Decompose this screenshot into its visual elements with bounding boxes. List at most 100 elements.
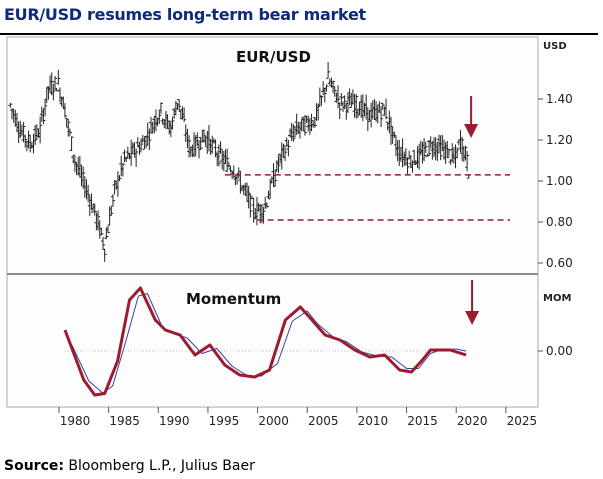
ohlc-bar	[177, 99, 182, 112]
x-tick-label: 2000	[258, 414, 289, 428]
ohlc-bar	[218, 141, 223, 154]
y-tick-label: 1.20	[546, 133, 573, 147]
y-tick-label: 0.00	[546, 344, 573, 358]
ohlc-bar	[225, 148, 230, 173]
ohlc-bar	[460, 136, 465, 162]
ohlc-bar	[423, 141, 428, 153]
ohlc-bar	[77, 156, 82, 178]
source-note: Source: Bloomberg L.P., Julius Baer	[4, 458, 255, 474]
momentum-axis-unit: MOM	[543, 293, 571, 304]
ohlc-bar	[336, 85, 341, 109]
y-tick-label: 0.60	[546, 256, 573, 270]
ohlc-bar	[228, 166, 233, 173]
ohlc-bar	[109, 205, 114, 216]
ohlc-bar	[134, 148, 139, 167]
x-tick-label: 1980	[60, 414, 91, 428]
plot-frame	[6, 36, 539, 408]
ohlc-bar	[216, 144, 221, 167]
ohlc-bar	[455, 147, 460, 159]
x-tick-label: 1985	[109, 414, 140, 428]
price-axis-unit: USD	[543, 41, 567, 52]
x-tick-label: 1995	[209, 414, 240, 428]
ohlc-bar	[8, 102, 13, 108]
x-tick-label: 2010	[358, 414, 389, 428]
price-panel-title: EUR/USD	[236, 48, 311, 66]
ohlc-bar	[86, 184, 91, 203]
ohlc-bar	[102, 248, 107, 262]
ohlc-bar	[139, 138, 144, 151]
ohlc-bar	[198, 137, 203, 150]
y-tick-label: 1.00	[546, 174, 573, 188]
series-line-momentum	[63, 286, 467, 397]
ohlc-bar	[332, 86, 337, 97]
ohlc-bar	[231, 165, 236, 179]
ohlc-bar	[147, 128, 152, 151]
ohlc-bar	[337, 102, 342, 119]
axes: 1.40 1.20 1.00 0.80 0.60 0.00 1980 1985 1990 1995…	[58, 92, 573, 428]
ohlc-bar	[309, 113, 314, 132]
ohlc-bar	[226, 161, 231, 168]
ohlc-bar	[101, 236, 106, 251]
ohlc-bar	[56, 69, 61, 85]
ohlc-bar	[379, 106, 384, 128]
ohlc-bar	[21, 122, 26, 143]
ohlc-bar	[23, 134, 28, 148]
ohlc-bar	[246, 185, 251, 209]
ohlc-bar	[326, 61, 331, 79]
down-arrow-icon	[465, 311, 480, 325]
ohlc-bar	[120, 162, 125, 177]
source-text: Bloomberg L.P., Julius Baer	[63, 458, 255, 474]
source-label: Source:	[4, 458, 64, 474]
ohlc-bar	[463, 145, 468, 161]
ohlc-bar	[283, 146, 288, 161]
x-tick-label: 2015	[407, 414, 438, 428]
ohlc-bar	[276, 155, 281, 173]
ohlc-bar	[422, 138, 427, 162]
chart-title: EUR/USD resumes long-term bear market	[4, 5, 366, 24]
ohlc-bar	[67, 128, 72, 137]
ohlc-bar	[99, 227, 104, 236]
ohlc-bar	[157, 110, 162, 125]
ohlc-bar	[465, 151, 470, 172]
ohlc-bar	[53, 76, 58, 91]
ohlc-bar	[302, 115, 307, 136]
ohlc-bar	[38, 116, 43, 144]
ohlc-bar	[158, 102, 163, 114]
ohlc-bar	[324, 84, 329, 92]
ohlc-bar	[342, 95, 347, 110]
ohlc-bar	[281, 143, 286, 158]
ohlc-bar	[384, 98, 389, 120]
ohlc-bar	[43, 98, 48, 117]
y-tick-label: 1.40	[546, 92, 573, 106]
ohlc-bar	[446, 148, 451, 157]
x-tick-label: 2005	[308, 414, 339, 428]
ohlc-bar	[51, 83, 56, 101]
ohlc-bar	[66, 118, 71, 137]
ohlc-bar	[380, 102, 385, 110]
ohlc-bar	[54, 88, 59, 92]
momentum-panel	[63, 280, 480, 397]
momentum-panel-title: Momentum	[186, 290, 281, 308]
ohlc-bar	[182, 107, 187, 123]
ohlc-bar	[273, 169, 278, 188]
ohlc-bar	[248, 194, 253, 218]
x-tick-label: 1990	[159, 414, 190, 428]
price-panel	[8, 61, 510, 262]
ohlc-bar	[81, 166, 86, 189]
ohlc-bar	[105, 225, 110, 234]
ohlc-bar	[92, 203, 97, 216]
ohlc-bar	[117, 175, 122, 182]
ohlc-bar	[62, 103, 67, 118]
ohlc-bar	[261, 206, 266, 224]
ohlc-bar	[187, 135, 192, 158]
x-tick-label: 2025	[507, 414, 538, 428]
ohlc-bar	[392, 131, 397, 139]
ohlc-bar	[110, 194, 115, 208]
ohlc-bar	[438, 135, 443, 161]
y-tick-label: 0.80	[546, 215, 573, 229]
ohlc-bar	[316, 103, 321, 121]
ohlc-bar	[435, 141, 440, 161]
ohlc-bar	[41, 108, 46, 125]
down-arrow-icon	[464, 124, 479, 138]
